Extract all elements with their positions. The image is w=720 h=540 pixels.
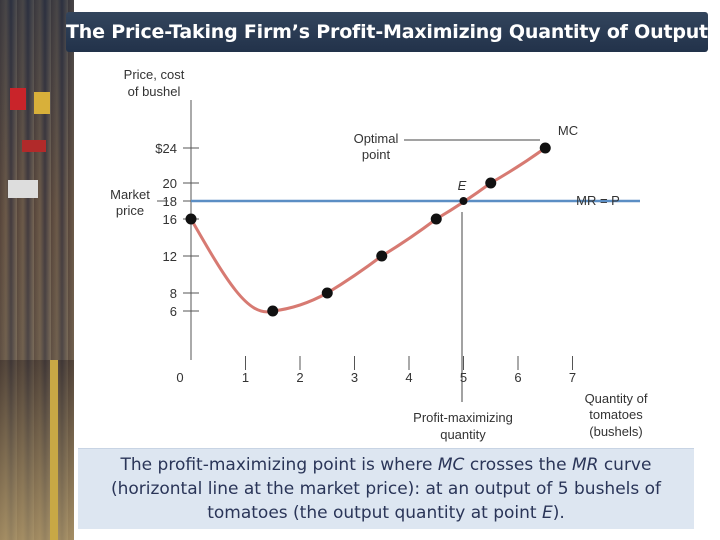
x-tick-label: 2	[296, 370, 303, 385]
photo-sign	[22, 140, 46, 152]
caption-mc: MC	[437, 455, 465, 475]
x-tick-label: 1	[242, 370, 249, 385]
caption-box: The profit-maximizing point is where MC …	[78, 448, 694, 529]
photo-road	[0, 360, 74, 540]
slide-title: The Price-Taking Firm’s Profit-Maximizin…	[66, 21, 708, 43]
mc-data-point	[185, 213, 197, 225]
x-tick-label: 5	[460, 370, 467, 385]
point-e-label: E	[458, 178, 467, 193]
photo-sign	[8, 180, 38, 198]
caption-part3: curve (horizontal line at the market pri…	[110, 455, 662, 523]
caption-e: E	[541, 503, 553, 523]
y-axis-label-line1: Price, cost	[124, 67, 185, 82]
photo-road-line	[50, 360, 58, 540]
y-axis-label-line2: of bushel	[128, 84, 181, 99]
mc-data-point	[376, 250, 388, 262]
caption-mr: MR	[571, 455, 599, 475]
mc-data-point	[321, 287, 333, 299]
y-tick-label: 8	[170, 286, 177, 301]
y-tick-label: $24	[155, 141, 177, 156]
y-tick-label: 16	[163, 212, 177, 227]
market-price-label-line1: Market	[110, 187, 150, 202]
profit-max-quantity-label-line1: Profit-maximizing	[413, 410, 513, 425]
x-axis-label-line3: (bushels)	[589, 424, 642, 439]
y-tick-label: 6	[170, 304, 177, 319]
y-tick-label: 12	[163, 249, 177, 264]
market-price-label-line2: price	[116, 203, 144, 218]
y-tick-label: 18	[163, 194, 177, 209]
background-photo-strip	[0, 0, 74, 540]
mc-curve	[189, 146, 547, 314]
optimal-point-label-line1: Optimal	[354, 131, 399, 146]
profit-max-quantity-label-line2: quantity	[440, 427, 486, 442]
x-axis-label-line2: tomatoes	[589, 407, 643, 422]
mr-line-label: MR = P	[576, 193, 620, 208]
slide-title-bar: The Price-Taking Firm’s Profit-Maximizin…	[66, 12, 708, 52]
caption-part2: crosses the	[464, 455, 572, 475]
caption-text: The profit-maximizing point is where MC …	[78, 453, 694, 525]
x-tick-label: 6	[514, 370, 521, 385]
mc-data-point	[430, 213, 442, 225]
series-lines	[189, 146, 640, 314]
x-axis-label-line1: Quantity of	[585, 391, 648, 406]
mc-data-point	[267, 305, 279, 317]
mc-curve-label: MC	[558, 123, 578, 138]
caption-part4: ).	[552, 503, 565, 523]
series-points	[185, 142, 551, 317]
y-tick-label: 20	[163, 176, 177, 191]
photo-sign	[34, 92, 50, 114]
x-tick-label: 0	[176, 370, 183, 385]
x-tick-label: 4	[405, 370, 412, 385]
photo-sign	[10, 88, 26, 110]
equilibrium-point-e	[459, 197, 468, 205]
annotations: Price, cost of bushel Market price Optim…	[110, 67, 648, 442]
x-tick-label: 7	[569, 370, 576, 385]
optimal-point-label-line2: point	[362, 147, 391, 162]
x-tick-label: 3	[351, 370, 358, 385]
mc-data-point	[539, 142, 551, 154]
mc-data-point	[485, 177, 497, 189]
caption-part1: The profit-maximizing point is where	[120, 455, 438, 475]
